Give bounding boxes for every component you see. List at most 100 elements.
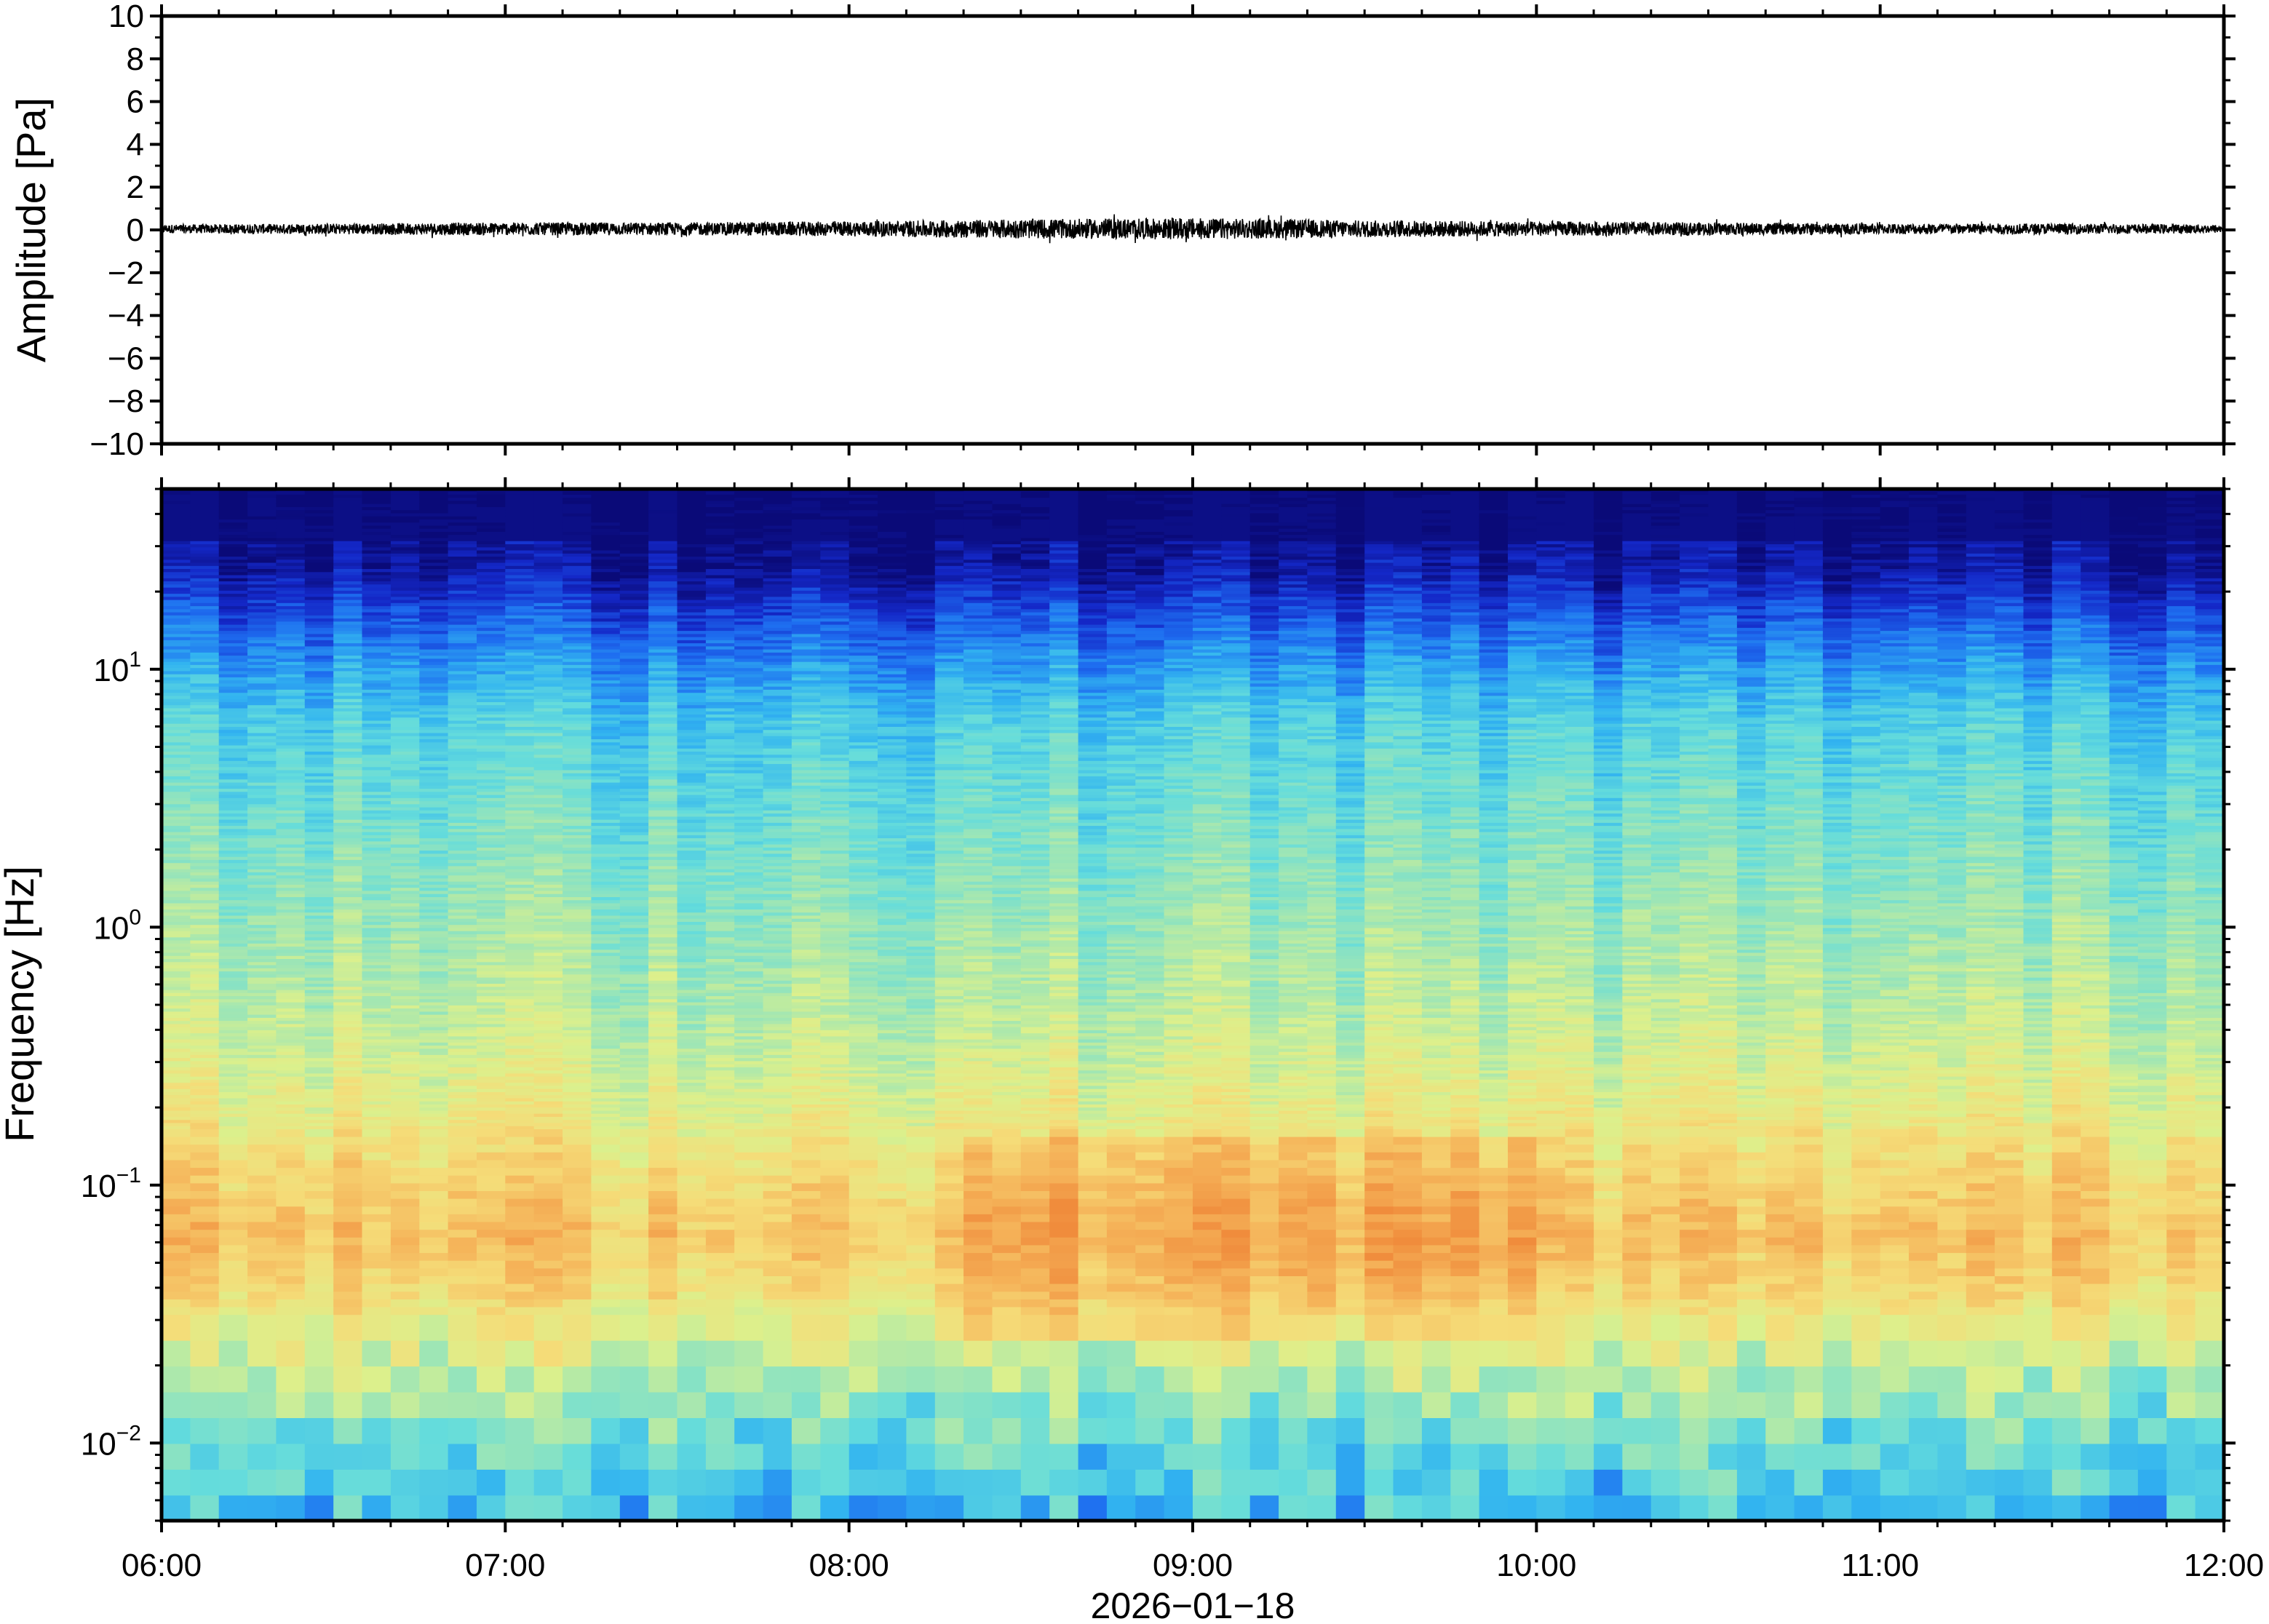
- spectrogram-cell: [419, 1314, 448, 1340]
- spectrogram-cell: [190, 1366, 219, 1392]
- spectrogram-cell: [734, 1283, 763, 1291]
- spectrogram-cell: [534, 1206, 563, 1214]
- spectrogram-cell: [648, 1252, 677, 1260]
- spectrogram-cell: [505, 1137, 534, 1145]
- spectrogram-cell: [276, 1144, 305, 1152]
- spectrogram-cell: [591, 1444, 620, 1470]
- spectrogram-cell: [448, 1190, 477, 1198]
- spectrogram-cell: [677, 1495, 707, 1521]
- spectrogram-cell: [505, 1252, 534, 1260]
- spectrogram-cell: [391, 1417, 420, 1444]
- spectrogram-cell: [162, 1129, 191, 1137]
- spectrogram-cell: [677, 1137, 707, 1145]
- spectrogram-cell: [362, 1268, 392, 1276]
- spectrogram-cell: [419, 1237, 448, 1245]
- spectrogram-cell: [648, 1160, 677, 1168]
- spectrogram-cell: [677, 1206, 707, 1214]
- spectrogram-cell: [477, 1366, 506, 1392]
- spectrogram-cell: [534, 1392, 563, 1418]
- spectrogram-cell: [448, 1160, 477, 1168]
- spectrogram-cell: [448, 1129, 477, 1137]
- spectrogram-cell: [448, 1175, 477, 1183]
- spectrogram-cell: [620, 1214, 649, 1222]
- spectrogram-cell: [591, 1268, 620, 1276]
- spectrogram-cell: [190, 1190, 219, 1198]
- spectrogram-cell: [534, 1260, 563, 1268]
- spectrogram-cell: [591, 1245, 620, 1253]
- spectrogram-cell: [305, 1417, 334, 1444]
- spectrogram-cell: [276, 1137, 305, 1145]
- amplitude-y-tick-label: −2: [108, 255, 144, 291]
- spectrogram-cell: [706, 1245, 735, 1253]
- spectrogram-cell: [534, 1307, 563, 1315]
- spectrogram-cell: [391, 1129, 420, 1137]
- spectrogram-cell: [276, 1237, 305, 1245]
- spectrogram-cell: [477, 1167, 506, 1175]
- spectrogram-cell: [706, 1366, 735, 1392]
- spectrogram-cell: [620, 1222, 649, 1230]
- spectrogram-cell: [734, 1237, 763, 1245]
- spectrogram-cell: [305, 1152, 334, 1160]
- spectrogram-cell: [563, 1340, 592, 1366]
- spectrogram-cell: [591, 1137, 620, 1145]
- spectrogram-cell: [333, 1307, 362, 1315]
- spectrogram-cell: [333, 1129, 362, 1137]
- spectrogram-cell: [706, 1152, 735, 1160]
- spectrogram-cell: [677, 1291, 707, 1299]
- spectrogram-cell: [190, 1469, 219, 1495]
- spectrogram-cell: [391, 1144, 420, 1152]
- spectrogram-cell: [534, 1222, 563, 1230]
- spectrogram-cell: [734, 1190, 763, 1198]
- spectrogram-cell: [419, 1175, 448, 1183]
- spectrogram-cell: [648, 1268, 677, 1276]
- spectrogram-cell: [448, 1340, 477, 1366]
- spectrogram-cell: [391, 1366, 420, 1392]
- spectrogram-cell: [648, 1291, 677, 1299]
- spectrogram-cell: [591, 1190, 620, 1198]
- spectrogram-cell: [305, 1137, 334, 1145]
- spectrogram-cell: [505, 1144, 534, 1152]
- spectrogram-cell: [448, 1206, 477, 1214]
- spectrogram-cell: [219, 1283, 248, 1291]
- spectrogram-cell: [276, 1275, 305, 1283]
- spectrogram-cell: [333, 1167, 362, 1175]
- spectrogram-cell: [534, 1229, 563, 1237]
- spectrogram-cell: [534, 1291, 563, 1299]
- spectrogram-cell: [391, 1214, 420, 1222]
- spectrogram-cell: [162, 1366, 191, 1392]
- spectrogram-cell: [505, 1129, 534, 1137]
- spectrogram-cell: [563, 1144, 592, 1152]
- spectrogram-cell: [247, 1392, 277, 1418]
- spectrogram-cell: [591, 1144, 620, 1152]
- spectrogram-cell: [477, 1252, 506, 1260]
- spectrogram-cell: [591, 1183, 620, 1191]
- spectrogram-cell: [162, 1229, 191, 1237]
- spectrogram-cell: [620, 1137, 649, 1145]
- spectrogram-cell: [419, 1152, 448, 1160]
- spectrogram-cell: [448, 1417, 477, 1444]
- spectrogram-cell: [534, 1314, 563, 1340]
- spectrogram-cell: [391, 1160, 420, 1168]
- spectrogram-cell: [219, 1392, 248, 1418]
- spectrogram-cell: [477, 1214, 506, 1222]
- spectrogram-cell: [247, 1183, 277, 1191]
- spectrogram-cell: [734, 1495, 763, 1521]
- spectrogram-cell: [276, 1392, 305, 1418]
- spectrogram-cell: [706, 1198, 735, 1206]
- spectrogram-cell: [391, 1291, 420, 1299]
- spectrogram-cell: [247, 1129, 277, 1137]
- spectrogram-cell: [333, 1198, 362, 1206]
- spectrogram-cell: [477, 1237, 506, 1245]
- spectrogram-cell: [391, 1190, 420, 1198]
- spectrogram-cell: [648, 1214, 677, 1222]
- spectrogram-cell: [190, 1283, 219, 1291]
- spectrogram-cell: [247, 1245, 277, 1253]
- spectrogram-cell: [706, 1283, 735, 1291]
- spectrogram-cell: [534, 1444, 563, 1470]
- spectrogram-cell: [362, 1175, 392, 1183]
- spectrogram-cell: [448, 1275, 477, 1283]
- spectrogram-cell: [591, 1495, 620, 1521]
- spectrogram-cell: [247, 1222, 277, 1230]
- spectrogram-cell: [276, 1129, 305, 1137]
- spectrogram-cell: [419, 1260, 448, 1268]
